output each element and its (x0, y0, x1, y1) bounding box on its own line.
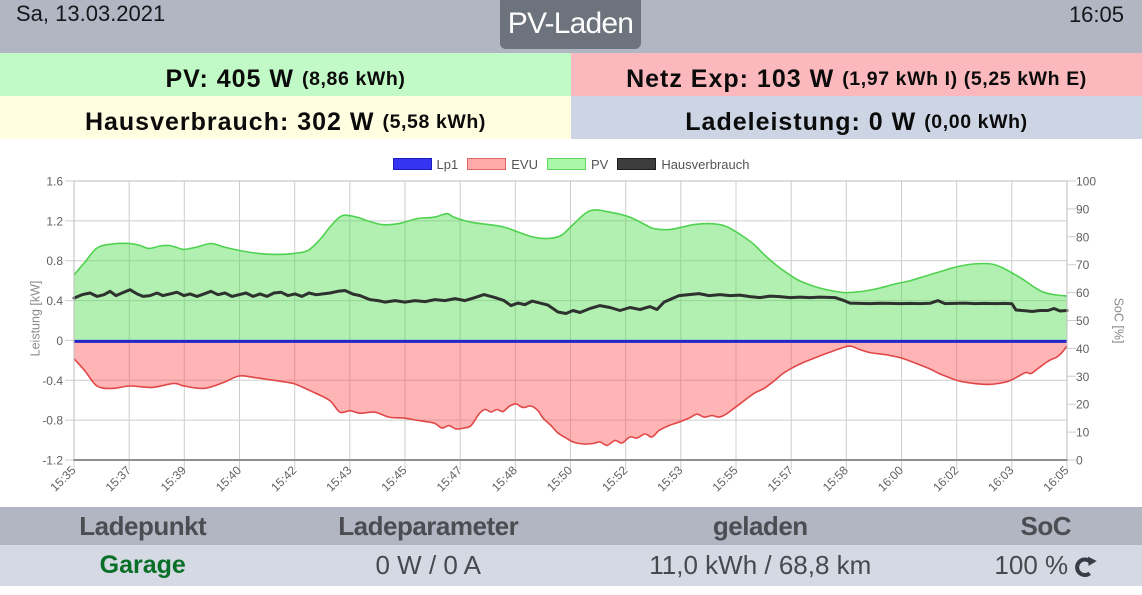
svg-text:40: 40 (1076, 342, 1090, 356)
svg-text:1.6: 1.6 (46, 175, 63, 189)
svg-text:0: 0 (56, 334, 63, 348)
svg-text:70: 70 (1076, 258, 1090, 272)
svg-text:SoC [%]: SoC [%] (1112, 298, 1126, 344)
svg-text:1.2: 1.2 (46, 214, 63, 228)
svg-text:0: 0 (1076, 454, 1083, 468)
svg-text:90: 90 (1076, 202, 1090, 216)
svg-text:Leistung [kW]: Leistung [kW] (29, 281, 43, 357)
svg-text:0.4: 0.4 (46, 294, 63, 308)
svg-text:-1.2: -1.2 (42, 454, 63, 468)
svg-text:-0.4: -0.4 (42, 374, 63, 388)
svg-text:50: 50 (1076, 314, 1090, 328)
svg-text:30: 30 (1076, 370, 1090, 384)
svg-text:60: 60 (1076, 286, 1090, 300)
svg-text:-0.8: -0.8 (42, 414, 63, 428)
svg-text:100: 100 (1076, 175, 1096, 189)
svg-text:0.8: 0.8 (46, 254, 63, 268)
svg-text:20: 20 (1076, 398, 1090, 412)
svg-text:10: 10 (1076, 426, 1090, 440)
svg-text:80: 80 (1076, 230, 1090, 244)
